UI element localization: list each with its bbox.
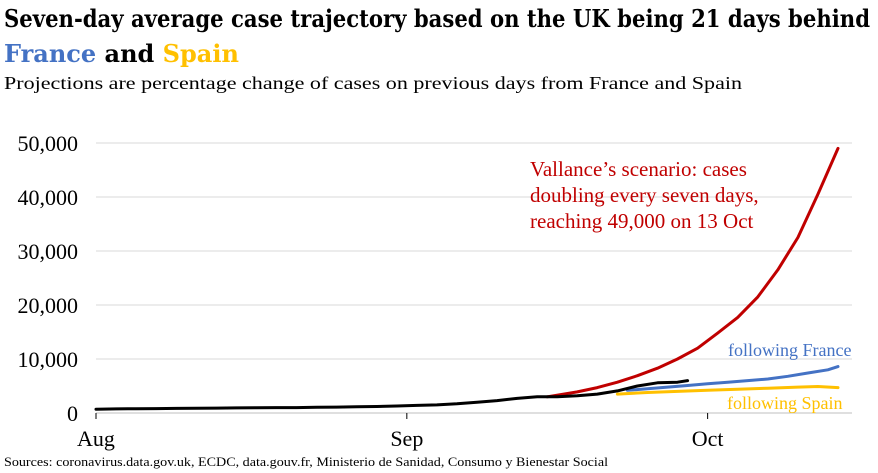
y-tick-label: 30,000 — [18, 239, 79, 264]
y-tick-label: 10,000 — [18, 347, 79, 372]
annotation-vallance: doubling every seven days, — [530, 183, 759, 207]
x-tick-label: Sep — [390, 426, 423, 451]
chart-title-line2: France and Spain — [4, 39, 239, 68]
series-line-france — [625, 365, 840, 392]
y-tick-label: 20,000 — [18, 293, 79, 318]
annotation-vallance: reaching 49,000 on 13 Oct — [530, 209, 754, 233]
series — [94, 146, 840, 411]
annotation-france: following France — [728, 340, 851, 360]
series-line-vallance — [545, 146, 840, 399]
y-tick-label: 40,000 — [18, 185, 79, 210]
chart-subtitle: Projections are percentage change of cas… — [4, 73, 742, 93]
x-tick-label: Oct — [692, 426, 724, 451]
series-line-uk-actual — [94, 379, 690, 411]
annotation-vallance: Vallance’s scenario: cases — [530, 157, 747, 181]
gridlines — [96, 142, 852, 360]
title-spain: Spain — [163, 39, 239, 68]
axes: 0 10,000 20,000 30,000 40,000 50,000 Aug Sep Oct — [18, 131, 852, 451]
chart-source: Sources: coronavirus.data.gov.uk, ECDC, … — [4, 454, 608, 469]
annotation-spain: following Spain — [727, 393, 843, 413]
y-tick-label: 50,000 — [18, 131, 79, 156]
x-tick-label: Aug — [77, 426, 115, 451]
title-and: and — [96, 39, 163, 68]
chart-title: Seven-day average case trajectory based … — [4, 4, 870, 33]
title-france: France — [4, 39, 96, 68]
y-tick-label: 0 — [67, 401, 78, 426]
series-line-spain — [615, 385, 840, 396]
